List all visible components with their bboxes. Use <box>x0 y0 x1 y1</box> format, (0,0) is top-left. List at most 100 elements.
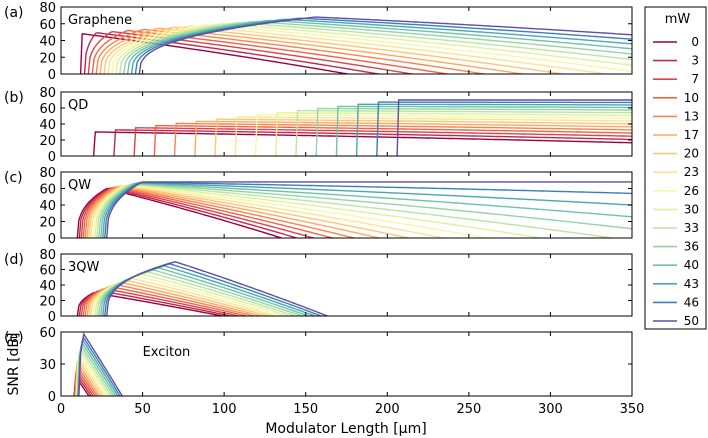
series-line-43mw <box>130 18 632 74</box>
legend-entry: 0 <box>653 35 699 49</box>
series-line-17mw <box>194 120 632 156</box>
series-line-33mw <box>295 110 632 156</box>
x-tick-label: 250 <box>456 402 481 417</box>
y-tick-label: 40 <box>39 279 56 294</box>
x-tick-label: 150 <box>293 402 318 417</box>
panel-title: Exciton <box>143 345 191 360</box>
x-tick-label: 300 <box>538 402 563 417</box>
panel-title: Graphene <box>68 13 132 28</box>
series-group <box>92 99 632 156</box>
panel-title: 3QW <box>68 260 100 275</box>
series-line-30mw <box>115 23 632 74</box>
series-line-43mw <box>102 182 632 238</box>
series-line-50mw <box>396 99 632 156</box>
legend-entry: 23 <box>653 165 699 179</box>
series-group <box>76 181 632 238</box>
y-tick-label: 0 <box>48 150 56 165</box>
legend-entry: 10 <box>653 91 699 105</box>
panel-label: (d) <box>4 252 24 268</box>
x-tick-label: 350 <box>620 402 645 417</box>
panel-label: (e) <box>4 330 24 346</box>
series-line-50mw <box>106 261 330 316</box>
legend-entry: 43 <box>653 277 699 291</box>
y-axis-label: SNR [dB] <box>6 333 22 396</box>
legend-entry: 46 <box>653 295 699 309</box>
legend-label: 10 <box>684 91 699 105</box>
series-line-46mw <box>376 101 632 156</box>
legend-entry: 30 <box>653 202 699 216</box>
legend-label: 7 <box>691 72 699 86</box>
series-line-20mw <box>214 118 632 156</box>
series-line-36mw <box>76 346 115 396</box>
y-tick-label: 0 <box>48 310 56 325</box>
legend-entry: 20 <box>653 147 699 161</box>
legend-entry: 36 <box>653 240 699 254</box>
series-line-40mw <box>126 19 632 74</box>
x-tick-label: 100 <box>212 402 237 417</box>
series-line-7mw <box>133 126 632 156</box>
y-tick-label: 20 <box>39 134 56 149</box>
y-tick-label: 60 <box>39 264 56 279</box>
series-line-23mw <box>107 25 612 74</box>
series-group <box>79 16 632 74</box>
legend-label: 33 <box>684 221 699 235</box>
legend-entry: 33 <box>653 221 699 235</box>
y-tick-label: 0 <box>48 68 56 83</box>
series-line-30mw <box>94 183 546 238</box>
series-line-43mw <box>77 339 119 396</box>
legend-title: mW <box>665 12 691 27</box>
series-line-0mw <box>92 131 632 156</box>
y-tick-label: 80 <box>39 248 56 263</box>
series-line-13mw <box>173 122 632 156</box>
x-axis-label: Modulator Length [μm] <box>265 421 426 437</box>
panel-label: (a) <box>4 5 24 21</box>
legend-label: 13 <box>684 109 699 123</box>
legend-entry: 50 <box>653 314 699 328</box>
panel-label: (c) <box>4 170 23 186</box>
series-line-33mw <box>76 346 113 396</box>
y-tick-label: 0 <box>48 390 56 405</box>
series-group <box>73 332 124 396</box>
series-line-43mw <box>355 103 632 156</box>
y-tick-label: 20 <box>39 216 56 231</box>
legend-label: 17 <box>684 128 699 142</box>
legend-entry: 13 <box>653 109 699 123</box>
x-tick-label: 50 <box>134 402 151 417</box>
series-line-33mw <box>119 21 632 74</box>
y-tick-label: 40 <box>39 35 56 50</box>
y-tick-label: 20 <box>39 51 56 66</box>
series-line-3mw <box>83 32 383 74</box>
legend: mW0 3 7 10 13 17 20 23 26 30 33 36 40 43 46 50 <box>644 6 707 330</box>
series-line-36mw <box>98 182 632 238</box>
legend-label: 50 <box>684 314 699 328</box>
series-line-46mw <box>134 17 632 74</box>
y-tick-label: 0 <box>48 232 56 247</box>
y-tick-label: 40 <box>39 118 56 133</box>
panel-frame <box>60 91 633 157</box>
series-line-20mw <box>88 185 412 238</box>
series-line-40mw <box>77 343 117 396</box>
legend-label: 46 <box>684 295 699 309</box>
y-tick-label: 40 <box>39 199 56 214</box>
legend-label: 23 <box>684 165 699 179</box>
series-line-30mw <box>275 112 632 156</box>
series-line-17mw <box>86 185 383 238</box>
y-tick-label: 60 <box>39 326 56 341</box>
series-line-36mw <box>315 107 632 156</box>
series-line-26mw <box>111 24 632 74</box>
y-tick-label: 60 <box>39 183 56 198</box>
y-tick-label: 80 <box>39 1 56 16</box>
y-tick-label: 60 <box>39 102 56 117</box>
panel-frame <box>60 331 633 397</box>
series-line-50mw <box>138 16 632 74</box>
series-line-30mw <box>76 349 110 396</box>
y-tick-label: 80 <box>39 86 56 101</box>
legend-label: 36 <box>684 240 699 254</box>
legend-label: 43 <box>684 277 699 291</box>
y-tick-label: 80 <box>39 166 56 181</box>
